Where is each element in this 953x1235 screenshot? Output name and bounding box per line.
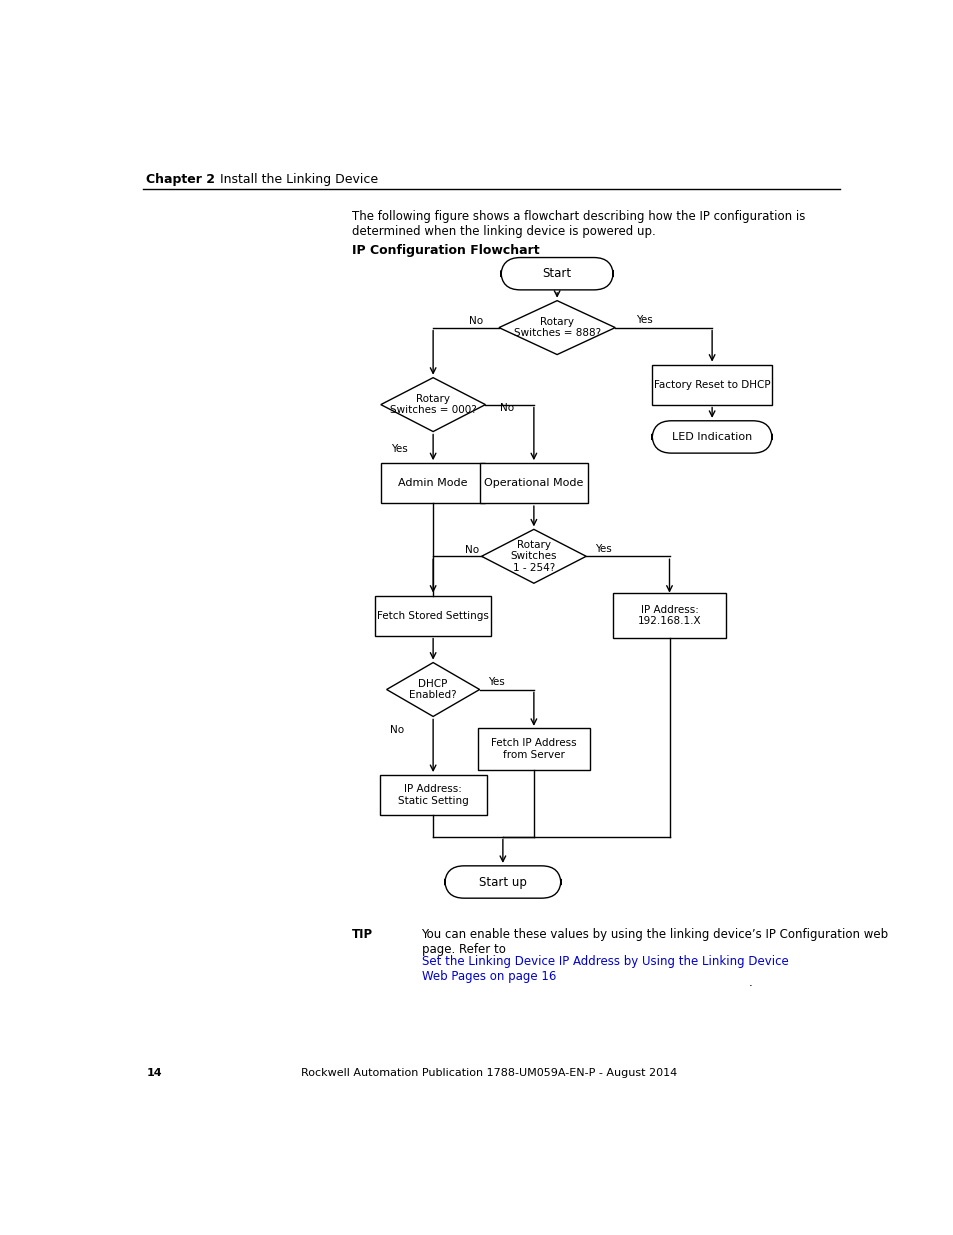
Text: IP Address:
Static Setting: IP Address: Static Setting [397, 784, 468, 805]
Text: The following figure shows a flowchart describing how the IP configuration is
de: The following figure shows a flowchart d… [352, 210, 804, 238]
Text: Operational Mode: Operational Mode [484, 478, 583, 488]
Text: IP Address:
192.168.1.X: IP Address: 192.168.1.X [637, 605, 700, 626]
Text: Start: Start [542, 267, 571, 280]
FancyBboxPatch shape [444, 866, 560, 898]
Text: Set the Linking Device IP Address by Using the Linking Device
Web Pages on page : Set the Linking Device IP Address by Usi… [421, 955, 787, 983]
Text: Yes: Yes [488, 677, 504, 687]
FancyBboxPatch shape [500, 258, 613, 290]
Text: Factory Reset to DHCP: Factory Reset to DHCP [653, 379, 770, 389]
Text: .: . [748, 976, 752, 989]
Text: Fetch Stored Settings: Fetch Stored Settings [376, 610, 489, 621]
Bar [477, 727, 590, 769]
Bar [375, 595, 491, 636]
Text: TIP: TIP [352, 929, 373, 941]
Text: 14: 14 [146, 1067, 162, 1078]
Text: Rotary
Switches = 888?: Rotary Switches = 888? [513, 317, 600, 338]
Text: Rotary
Switches
1 - 254?: Rotary Switches 1 - 254? [510, 540, 557, 573]
Text: LED Indication: LED Indication [671, 432, 752, 442]
Text: Fetch IP Address
from Server: Fetch IP Address from Server [491, 739, 576, 760]
Bar [652, 364, 771, 405]
Text: Rockwell Automation Publication 1788-UM059A-EN-P - August 2014: Rockwell Automation Publication 1788-UM0… [300, 1067, 677, 1078]
Text: Start up: Start up [478, 876, 526, 888]
Text: Yes: Yes [391, 445, 408, 454]
Polygon shape [380, 378, 485, 431]
Polygon shape [498, 300, 615, 354]
Text: Yes: Yes [595, 543, 612, 553]
FancyBboxPatch shape [652, 421, 771, 453]
Text: Chapter 2: Chapter 2 [146, 173, 215, 185]
Bar [479, 463, 587, 503]
Text: No: No [499, 404, 514, 414]
Polygon shape [481, 530, 585, 583]
Text: IP Configuration Flowchart: IP Configuration Flowchart [352, 245, 538, 257]
Text: Admin Mode: Admin Mode [398, 478, 467, 488]
Text: You can enable these values by using the linking device’s IP Configuration web
p: You can enable these values by using the… [421, 929, 887, 956]
Polygon shape [386, 662, 479, 716]
Text: No: No [468, 316, 482, 326]
Bar [379, 776, 486, 815]
Text: DHCP
Enabled?: DHCP Enabled? [409, 679, 456, 700]
Text: Rotary
Switches = 000?: Rotary Switches = 000? [390, 394, 476, 415]
Bar [380, 463, 485, 503]
Text: No: No [389, 725, 403, 735]
Text: No: No [464, 545, 478, 556]
Text: Install the Linking Device: Install the Linking Device [220, 173, 377, 185]
Bar [613, 593, 725, 638]
Text: Yes: Yes [636, 315, 653, 325]
